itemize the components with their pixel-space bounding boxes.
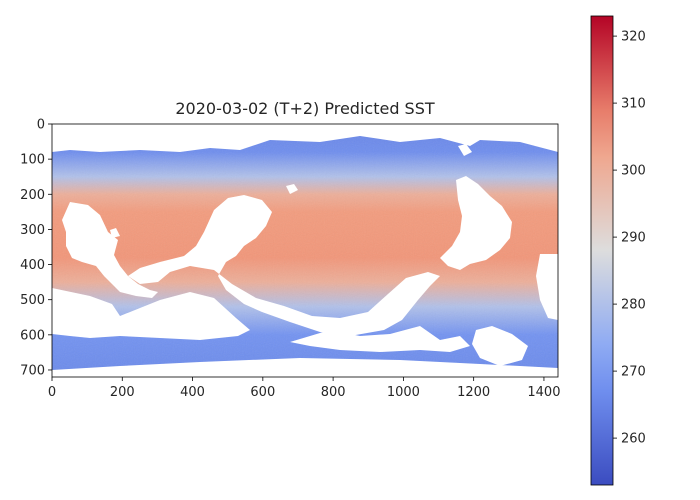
land-left-continent xyxy=(62,202,158,298)
y-tick-label: 300 xyxy=(20,223,45,238)
land-center-continent xyxy=(128,195,440,336)
y-tick-label: 0 xyxy=(37,118,45,133)
colorbar-tick-label: 290 xyxy=(621,231,646,246)
colorbar-tick-label: 260 xyxy=(621,432,646,447)
x-tick-label: 1400 xyxy=(527,385,560,400)
colorbar-ticks: 260 270 280 290 300 310 320 xyxy=(613,30,646,447)
colorbar: 260 270 280 290 300 310 320 xyxy=(590,15,646,486)
land-island-2 xyxy=(458,144,472,156)
x-tick-label: 0 xyxy=(48,385,56,400)
y-tick-label: 200 xyxy=(20,188,45,203)
land-right-continent xyxy=(440,176,512,270)
chart-title: 2020-03-02 (T+2) Predicted SST xyxy=(175,99,435,118)
x-tick-label: 400 xyxy=(180,385,205,400)
land-antarctic xyxy=(52,358,558,377)
x-tick-label: 600 xyxy=(250,385,275,400)
y-tick-label: 100 xyxy=(20,153,45,168)
y-axis: 0 100 200 300 400 500 600 700 xyxy=(20,118,52,378)
colorbar-tick-label: 270 xyxy=(621,365,646,380)
colorbar-bar xyxy=(590,15,614,486)
land-arctic xyxy=(52,124,558,152)
x-tick-label: 800 xyxy=(321,385,346,400)
land-lower-left xyxy=(52,288,250,340)
x-tick-label: 200 xyxy=(110,385,135,400)
land-island-1 xyxy=(286,184,298,194)
heatmap-area xyxy=(52,124,558,377)
x-tick-label: 1000 xyxy=(387,385,420,400)
colorbar-tick-label: 300 xyxy=(621,164,646,179)
y-tick-label: 400 xyxy=(20,258,45,273)
x-tick-label: 1200 xyxy=(457,385,490,400)
colorbar-tick-label: 320 xyxy=(621,30,646,45)
land-island-3 xyxy=(110,228,120,238)
land-bottom-strip xyxy=(290,326,470,352)
land-mask xyxy=(52,124,558,377)
land-right-lower xyxy=(536,254,558,320)
land-bottom-right xyxy=(472,326,528,366)
x-axis: 0 200 400 600 800 1000 1200 1400 xyxy=(48,377,560,400)
y-tick-label: 700 xyxy=(20,363,45,378)
y-tick-label: 600 xyxy=(20,328,45,343)
colorbar-tick-label: 310 xyxy=(621,97,646,112)
colorbar-tick-label: 280 xyxy=(621,298,646,313)
plot-frame xyxy=(51,123,559,378)
y-tick-label: 500 xyxy=(20,293,45,308)
